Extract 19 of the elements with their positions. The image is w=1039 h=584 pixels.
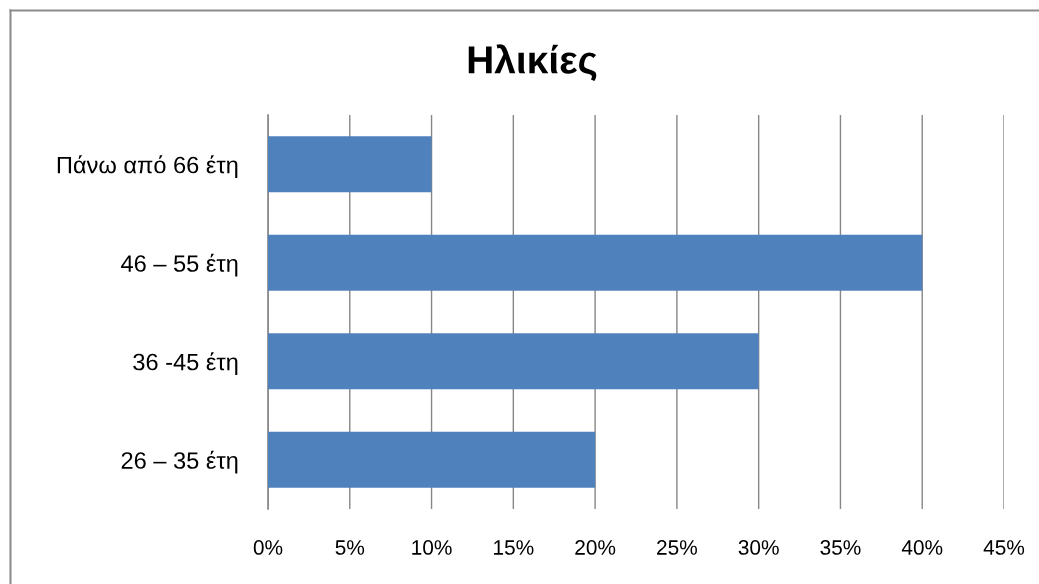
bar xyxy=(268,333,759,390)
x-tick-label: 40% xyxy=(901,540,943,555)
y-tick-label: 36 -45 έτη xyxy=(133,352,238,376)
bar xyxy=(268,234,923,291)
y-tick-label: Πάνω από 66 έτη xyxy=(57,155,238,179)
bar xyxy=(268,136,432,193)
x-tick-label: 5% xyxy=(335,540,365,555)
x-tick-label: 45% xyxy=(983,540,1025,555)
x-tick-label: 10% xyxy=(412,540,452,555)
y-tick-label: 46 – 55 έτη xyxy=(121,253,238,277)
x-tick-label: 0% xyxy=(253,540,283,555)
x-tick-label: 35% xyxy=(820,540,861,555)
y-tick-label: 26 – 35 έτη xyxy=(121,450,238,474)
x-tick-label: 30% xyxy=(738,540,779,555)
chart-title: Ηλικίες xyxy=(468,44,597,81)
x-tick-label: 15% xyxy=(494,540,534,555)
x-tick-label: 20% xyxy=(575,540,616,555)
bar xyxy=(268,431,596,488)
x-tick-label: 25% xyxy=(657,540,697,555)
